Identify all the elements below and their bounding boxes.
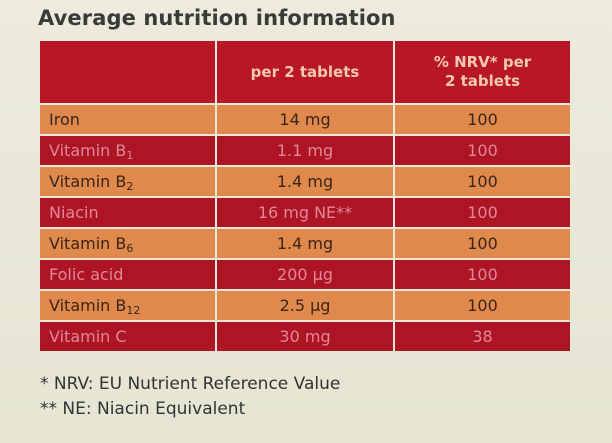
nrv-cell: 100 — [395, 136, 570, 165]
nutrient-name: Niacin — [40, 198, 215, 227]
footnote-nrv: * NRV: EU Nutrient Reference Value — [40, 374, 341, 394]
table-header-row: per 2 tablets % NRV* per 2 tablets — [40, 41, 570, 103]
nrv-cell: 100 — [395, 291, 570, 320]
amount-cell: 2.5 µg — [217, 291, 393, 320]
footnote-ne: ** NE: Niacin Equivalent — [40, 399, 246, 419]
table-row: Folic acid 200 µg 100 — [40, 260, 570, 289]
nrv-cell: 100 — [395, 198, 570, 227]
header-empty-cell — [40, 41, 215, 103]
nrv-cell: 38 — [395, 322, 570, 351]
header-nrv-line1: % NRV* per — [433, 53, 532, 71]
table-row: Vitamin B6 1.4 mg 100 — [40, 229, 570, 258]
nrv-cell: 100 — [395, 167, 570, 196]
nutrient-name: Vitamin B12 — [40, 291, 215, 320]
nutrient-name: Vitamin B2 — [40, 167, 215, 196]
amount-cell: 14 mg — [217, 105, 393, 134]
header-nrv: % NRV* per 2 tablets — [395, 41, 570, 103]
amount-cell: 200 µg — [217, 260, 393, 289]
amount-cell: 1.1 mg — [217, 136, 393, 165]
amount-cell: 16 mg NE** — [217, 198, 393, 227]
nutrient-name: Vitamin C — [40, 322, 215, 351]
amount-cell: 30 mg — [217, 322, 393, 351]
amount-cell: 1.4 mg — [217, 229, 393, 258]
nutrient-name: Iron — [40, 105, 215, 134]
header-per-2-tablets: per 2 tablets — [217, 41, 393, 103]
table-row: Vitamin B12 2.5 µg 100 — [40, 291, 570, 320]
footnotes: * NRV: EU Nutrient Reference Value ** NE… — [40, 372, 340, 422]
table-row: Niacin 16 mg NE** 100 — [40, 198, 570, 227]
nutrient-name: Vitamin B6 — [40, 229, 215, 258]
nutrient-name: Vitamin B1 — [40, 136, 215, 165]
table-row: Iron 14 mg 100 — [40, 105, 570, 134]
nrv-cell: 100 — [395, 105, 570, 134]
nrv-cell: 100 — [395, 229, 570, 258]
nutrient-name: Folic acid — [40, 260, 215, 289]
nutrition-table: per 2 tablets % NRV* per 2 tablets Iron … — [38, 39, 572, 353]
amount-cell: 1.4 mg — [217, 167, 393, 196]
table-row: Vitamin C 30 mg 38 — [40, 322, 570, 351]
nrv-cell: 100 — [395, 260, 570, 289]
table-row: Vitamin B1 1.1 mg 100 — [40, 136, 570, 165]
section-title: Average nutrition information — [38, 6, 396, 30]
header-nrv-line2: 2 tablets — [444, 72, 521, 90]
table-row: Vitamin B2 1.4 mg 100 — [40, 167, 570, 196]
